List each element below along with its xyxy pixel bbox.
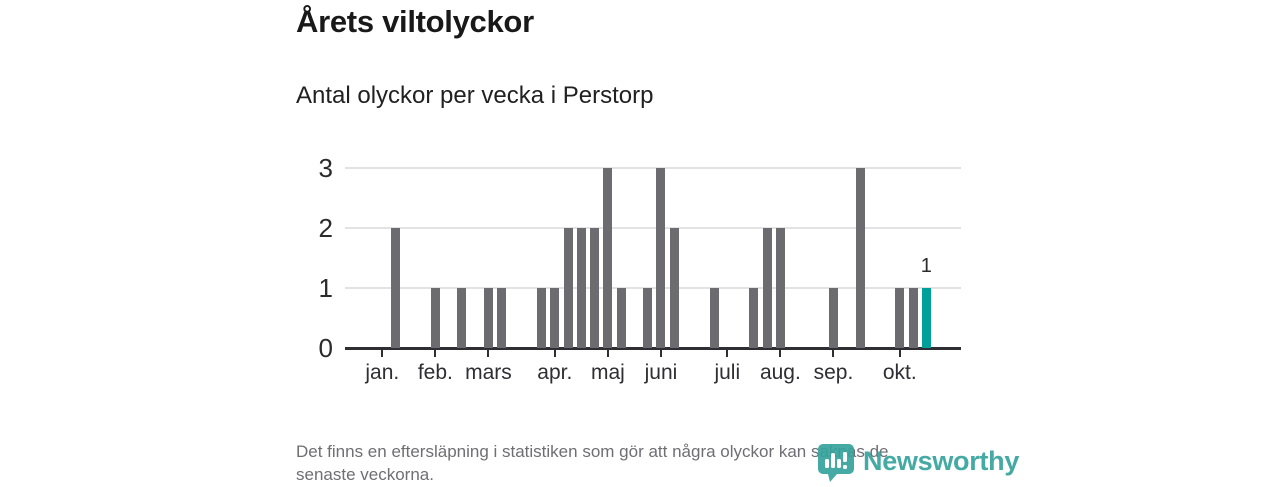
bar (908, 288, 918, 348)
month-tick (659, 349, 662, 357)
footer-note-line2: senaste veckorna. (296, 464, 434, 484)
bar (537, 288, 547, 348)
plot-area: 0 1 2 3 jan. feb. mars apr. maj juni juli aug. sep. o… (319, 154, 961, 384)
month-tick (434, 349, 437, 357)
bar (749, 288, 759, 348)
bar (590, 228, 600, 348)
grid-line (345, 167, 961, 169)
bar (828, 288, 838, 348)
month-label: aug. (759, 361, 801, 384)
highlight-bar (921, 288, 931, 348)
bar (775, 228, 785, 348)
bar (576, 228, 586, 348)
bar (483, 288, 493, 348)
month-tick (898, 349, 901, 357)
month-label: apr. (537, 361, 573, 384)
newsworthy-logo[interactable]: Newsworthy (816, 442, 1019, 487)
month-tick (606, 349, 609, 357)
bar (563, 228, 573, 348)
month-tick (487, 349, 490, 357)
bar (457, 288, 467, 348)
y-axis-tick-label: 2 (318, 213, 333, 243)
bar (497, 288, 507, 348)
month-label: okt. (882, 361, 917, 384)
month-label: sep. (813, 361, 854, 384)
newsworthy-logo-text: Newsworthy (863, 446, 1020, 476)
grid-line (345, 287, 961, 289)
bar (550, 288, 560, 348)
month-tick (553, 349, 556, 357)
bar (430, 288, 440, 348)
month-label: feb. (417, 361, 453, 384)
bar (643, 288, 653, 348)
bar (391, 228, 401, 348)
newsworthy-pin-barchart-icon (816, 442, 856, 487)
month-tick (381, 349, 384, 357)
y-axis-tick-label: 0 (318, 333, 333, 363)
chart-subtitle: Antal olyckor per vecka i Perstorp (296, 82, 654, 109)
bar-value-label: 1 (920, 255, 932, 277)
bar (669, 228, 679, 348)
bar (762, 228, 772, 348)
month-label: juni (644, 361, 678, 384)
bar (709, 288, 719, 348)
y-axis-tick-label: 3 (318, 153, 333, 183)
x-axis-line (345, 347, 961, 350)
month-label: mars (465, 361, 512, 384)
month-tick (779, 349, 782, 357)
bar (656, 168, 666, 348)
month-tick (832, 349, 835, 357)
month-tick (726, 349, 729, 357)
bar (616, 288, 626, 348)
bar (603, 168, 613, 348)
bar (895, 288, 905, 348)
footer-note: Det finns en eftersläpning i statistiken… (296, 441, 996, 486)
month-label: maj (590, 361, 625, 384)
y-axis-tick-label: 1 (318, 273, 333, 303)
page-title: Årets viltolyckor (296, 4, 534, 39)
month-label: juli (714, 361, 741, 384)
bar (855, 168, 865, 348)
footer-note-line1: Det finns en eftersläpning i statistiken… (296, 442, 889, 461)
month-label: jan. (365, 361, 400, 384)
grid-line (345, 227, 961, 229)
